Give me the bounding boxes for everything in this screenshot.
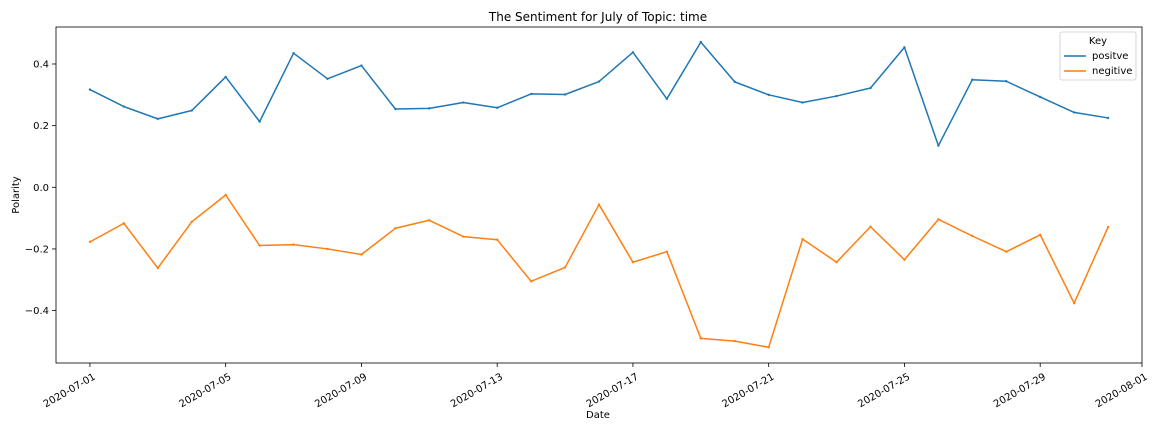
data-point bbox=[360, 253, 363, 256]
data-point bbox=[326, 247, 329, 251]
x-tick-label: 2020-08-01 bbox=[1094, 372, 1150, 411]
data-point bbox=[394, 227, 397, 230]
chart-title: The Sentiment for July of Topic: time bbox=[488, 10, 707, 24]
data-point bbox=[258, 244, 261, 247]
x-tick-label: 2020-07-13 bbox=[449, 372, 505, 411]
data-point bbox=[869, 225, 872, 228]
data-point bbox=[1106, 116, 1110, 120]
data-point bbox=[563, 93, 567, 96]
data-point bbox=[597, 203, 601, 206]
data-point bbox=[665, 97, 669, 101]
data-point bbox=[1106, 225, 1110, 229]
data-point bbox=[394, 107, 397, 111]
x-tick-label: 2020-07-29 bbox=[992, 372, 1048, 411]
data-point bbox=[1038, 95, 1042, 99]
y-axis-title: Polarity bbox=[11, 176, 22, 214]
x-axis-title: Date bbox=[586, 410, 610, 421]
y-tick-label: −0.2 bbox=[25, 244, 49, 255]
data-point bbox=[835, 94, 838, 98]
series-line-negative bbox=[89, 194, 1109, 349]
data-point bbox=[1072, 111, 1076, 114]
x-tick-label: 2020-07-05 bbox=[178, 372, 234, 411]
data-point bbox=[903, 258, 906, 261]
data-point bbox=[869, 86, 872, 90]
data-point bbox=[1038, 233, 1042, 236]
data-point bbox=[462, 101, 465, 104]
data-point bbox=[529, 280, 533, 283]
data-point bbox=[292, 243, 295, 246]
x-tick-label: 2020-07-09 bbox=[313, 372, 369, 411]
legend-title: Key bbox=[1089, 36, 1107, 47]
data-point bbox=[495, 106, 499, 109]
data-point bbox=[971, 234, 974, 238]
data-point bbox=[122, 222, 126, 225]
x-axis: 2020-07-01 2020-07-05 2020-07-09 2020-07-13… bbox=[42, 363, 1150, 410]
data-point bbox=[631, 51, 635, 54]
data-point bbox=[937, 218, 940, 221]
y-tick-label: 0.2 bbox=[33, 121, 49, 132]
data-point bbox=[462, 235, 465, 238]
data-point bbox=[190, 220, 193, 224]
data-point bbox=[665, 250, 669, 253]
data-point bbox=[156, 117, 160, 121]
data-point bbox=[971, 78, 974, 81]
y-tick-label: −0.4 bbox=[25, 306, 49, 317]
data-point bbox=[835, 261, 838, 264]
data-point bbox=[156, 266, 160, 270]
data-point bbox=[801, 237, 804, 241]
data-point bbox=[292, 52, 295, 55]
data-point bbox=[258, 120, 261, 123]
data-point bbox=[733, 339, 736, 343]
data-point bbox=[360, 64, 363, 67]
series-layer bbox=[88, 40, 1110, 349]
data-point bbox=[1072, 302, 1076, 305]
data-point bbox=[495, 238, 499, 241]
legend-label-positive: positve bbox=[1092, 51, 1128, 62]
y-axis: −0.4 −0.2 0.0 0.2 0.4 bbox=[25, 59, 56, 317]
x-tick-label: 2020-07-25 bbox=[856, 372, 912, 411]
legend: Key positve negitive bbox=[1059, 31, 1137, 81]
data-point bbox=[563, 266, 567, 269]
data-point bbox=[529, 92, 533, 96]
data-point bbox=[88, 88, 92, 91]
data-point bbox=[224, 75, 227, 79]
data-point bbox=[224, 193, 227, 197]
y-tick-label: 0.0 bbox=[33, 183, 49, 194]
data-point bbox=[88, 240, 92, 244]
data-point bbox=[767, 346, 770, 349]
data-point bbox=[1005, 250, 1008, 253]
x-tick-label: 2020-07-21 bbox=[721, 372, 777, 411]
data-point bbox=[733, 80, 736, 84]
x-tick-label: 2020-07-01 bbox=[42, 372, 98, 411]
data-point bbox=[597, 80, 601, 83]
data-point bbox=[428, 219, 431, 222]
data-point bbox=[190, 109, 193, 112]
legend-label-negative: negitive bbox=[1092, 66, 1132, 77]
plot-area-frame bbox=[55, 26, 1143, 364]
data-point bbox=[428, 107, 431, 110]
y-tick-label: 0.4 bbox=[33, 59, 49, 70]
data-point bbox=[1005, 80, 1008, 83]
data-point bbox=[937, 144, 940, 147]
data-point bbox=[699, 40, 703, 44]
data-point bbox=[326, 77, 329, 80]
data-point bbox=[903, 46, 906, 49]
data-point bbox=[631, 261, 635, 264]
data-point bbox=[801, 101, 804, 104]
legend-box bbox=[1059, 31, 1137, 81]
series-line-positive bbox=[89, 41, 1109, 147]
x-tick-label: 2020-07-17 bbox=[585, 372, 641, 411]
data-point bbox=[767, 93, 770, 97]
data-point bbox=[122, 105, 126, 108]
data-point bbox=[699, 337, 703, 340]
